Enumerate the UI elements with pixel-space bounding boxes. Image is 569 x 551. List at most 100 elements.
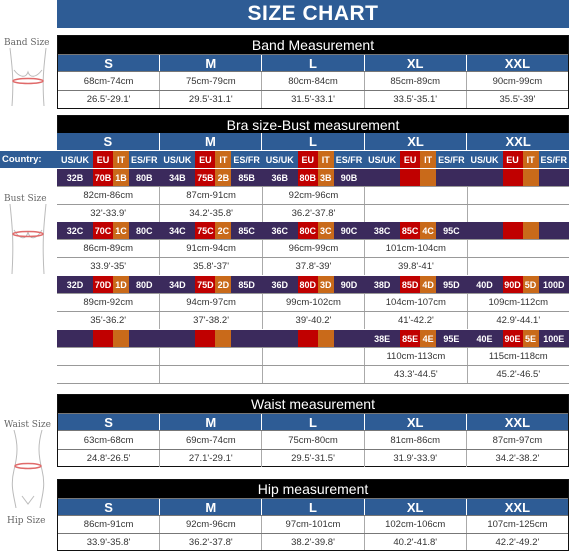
table-cell: 96cm-99cm: [261, 240, 364, 257]
table-cell: 99cm-102cm: [261, 294, 364, 311]
cup-it: 2D: [215, 276, 232, 293]
cup-eu: 90D: [502, 276, 523, 293]
cup-es: 100E: [538, 330, 569, 347]
size-m: M: [159, 55, 262, 71]
country-es: ES/FR: [335, 154, 363, 165]
bra-title-box: Bra size-Bust measurement: [57, 115, 569, 134]
cup-us: 40E: [466, 330, 503, 347]
size-xxl: XXL: [465, 499, 569, 515]
country-us: US/UK: [265, 154, 294, 165]
table-cell: 97cm-101cm: [261, 516, 363, 533]
cup-eu: 70C: [93, 222, 113, 239]
size-l: L: [261, 499, 364, 515]
table-cell: 40.2'-41.8': [363, 534, 466, 550]
table-cell: 81cm-86cm: [363, 431, 466, 449]
size-s: S: [58, 55, 160, 71]
table-cell: 91cm-94cm: [159, 240, 261, 257]
cup-us: 32B: [57, 169, 93, 186]
bust-cm-row: 89cm-92cm 94cm-97cm 99cm-102cm 104cm-107cm 1…: [57, 293, 569, 311]
table-cell: 34.2'-35.8': [159, 205, 261, 222]
cup-it: [113, 330, 129, 347]
table-cell: 31.9'-33.9': [363, 450, 466, 467]
cup-us: [57, 330, 93, 347]
table-cell: 32'-33.9': [90, 208, 127, 219]
table-cell: 104cm-107cm: [364, 294, 466, 311]
table-cell: [57, 366, 159, 383]
cup-it: 3C: [317, 222, 334, 239]
table-cell: 75cm-79cm: [159, 72, 261, 90]
size-xxl: XXL: [465, 55, 569, 71]
country-row: Country: US/UK EU IT ES/FR US/UK EU IT ES/FR U…: [0, 151, 569, 168]
bra-bottom-border: [57, 383, 569, 384]
table-cell: [159, 366, 261, 383]
country-eu: EU: [297, 151, 318, 168]
cup-group: [466, 222, 569, 239]
country-group: US/UK EU IT ES/FR: [262, 151, 364, 168]
cup-us: [261, 330, 298, 347]
cup-us: 38C: [364, 222, 401, 239]
table-cell: 75cm-80cm: [261, 431, 363, 449]
table-cell: 27.1'-29.1': [159, 450, 261, 467]
table-cell: [159, 348, 261, 365]
size-s: S: [57, 133, 159, 150]
cup-eu: [502, 169, 523, 186]
table-cell: 69cm-74cm: [159, 431, 261, 449]
table-cell: 33.5'-35.1': [363, 91, 466, 108]
table-cell: [466, 205, 569, 222]
country-it: IT: [215, 151, 232, 168]
table-cell: 92cm-96cm: [261, 187, 364, 204]
table-cell: 94cm-97cm: [159, 294, 261, 311]
country-it: IT: [420, 151, 437, 168]
cup-es: [538, 222, 569, 239]
cup-group: [57, 330, 160, 347]
cup-eu: [297, 330, 318, 347]
bust-inch-row: 35'-36.2' 37'-38.2' 39'-40.2' 41'-42.2' 42.9…: [57, 311, 569, 329]
bust-figure-icon: [9, 204, 47, 275]
table-cell: 37'-38.2': [159, 312, 261, 329]
table-cell: 68cm-74cm: [83, 75, 134, 87]
cup-us: 40D: [466, 276, 503, 293]
cup-es: 80B: [129, 169, 160, 186]
cup-group: 36C 80C 3C 90C: [261, 222, 365, 239]
cup-group: [364, 169, 467, 186]
cup-group: 40E 90E 5E 100E: [466, 330, 569, 347]
cup-eu: [502, 222, 523, 239]
table-cell: 45.2'-46.5': [466, 366, 569, 383]
country-eu: EU: [400, 151, 421, 168]
cup-it: 1C: [113, 222, 129, 239]
hip-title: Hip measurement: [58, 480, 568, 498]
table-cell: 35.5'-39': [465, 91, 568, 108]
table-cell: 41'-42.2': [364, 312, 466, 329]
table-cell: 107cm-125cm: [465, 516, 568, 533]
table-cell: 35.8'-37': [159, 258, 261, 275]
cup-size-row: 32B 70B 1B 80B 34B 75B 2B 85B 36B 80B 3B 90B: [57, 169, 569, 186]
country-it: IT: [317, 151, 334, 168]
table-cell: 43.3'-44.5': [364, 366, 466, 383]
table-cell: 42.9'-44.1': [466, 312, 569, 329]
cup-it: 5E: [522, 330, 539, 347]
cup-es: 85B: [231, 169, 262, 186]
country-es: ES/FR: [540, 154, 568, 165]
cup-eu: 80C: [297, 222, 318, 239]
country-us: US/UK: [60, 154, 89, 165]
cup-us: [159, 330, 196, 347]
bust-inch-row: 32'-33.9' 34.2'-35.8' 36.2'-37.8': [57, 204, 569, 222]
table-cell: [261, 366, 364, 383]
table-cell: 87cm-91cm: [159, 187, 261, 204]
cup-us: [466, 222, 503, 239]
size-xl: XL: [363, 499, 466, 515]
cup-it: 1B: [113, 169, 129, 186]
table-cell: 33.9'-35': [90, 261, 127, 272]
cup-us: [466, 169, 503, 186]
bust-size-label: Bust Size: [4, 194, 47, 204]
cup-group: 36B 80B 3B 90B: [261, 169, 365, 186]
cup-us: 36B: [261, 169, 298, 186]
country-eu: EU: [502, 151, 523, 168]
cup-eu: 70B: [93, 169, 113, 186]
hip-size-label: Hip Size: [7, 516, 46, 526]
cup-it: 1D: [113, 276, 129, 293]
cup-us: 38E: [364, 330, 401, 347]
table-cell: [261, 348, 364, 365]
cup-eu: [93, 330, 113, 347]
cup-es: [129, 330, 160, 347]
